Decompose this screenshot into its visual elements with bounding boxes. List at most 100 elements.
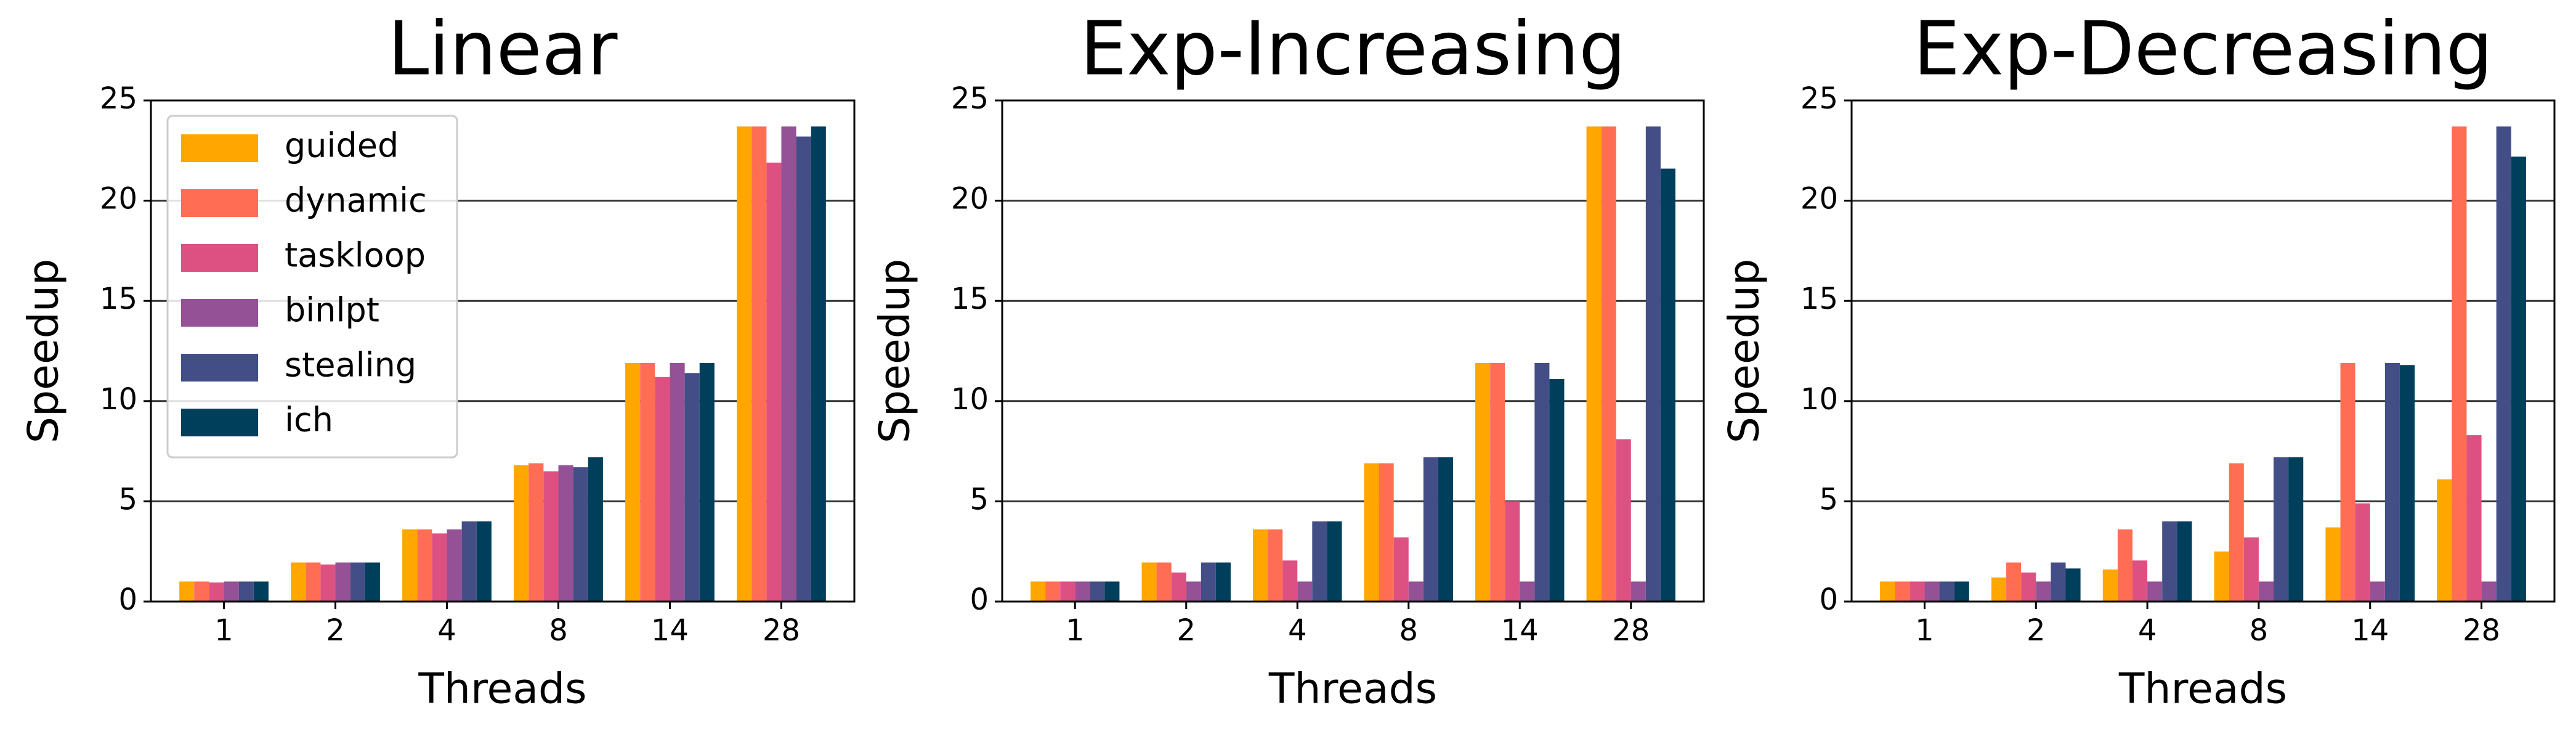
x-axis-label: Threads xyxy=(1268,665,1437,714)
bar xyxy=(640,363,655,602)
y-axis-label: Speedup xyxy=(20,259,68,443)
bar xyxy=(558,465,573,602)
chart-title: Exp-Increasing xyxy=(1080,7,1626,92)
bar xyxy=(1393,537,1409,602)
bar xyxy=(1880,581,1895,602)
x-tick-label: 8 xyxy=(549,613,568,648)
y-tick-label: 25 xyxy=(1800,81,1838,116)
bar xyxy=(1282,560,1298,602)
bar xyxy=(1534,363,1550,602)
bar xyxy=(461,521,477,602)
y-axis-label: Speedup xyxy=(871,259,920,443)
bar xyxy=(1408,581,1424,602)
bar xyxy=(2177,521,2192,602)
bar xyxy=(1490,363,1505,602)
x-tick-label: 4 xyxy=(437,613,456,648)
bar xyxy=(781,126,796,602)
x-tick-label: 1 xyxy=(1066,613,1085,648)
bar xyxy=(365,562,380,602)
bar xyxy=(737,126,752,602)
bar xyxy=(766,162,782,602)
legend-label: binlpt xyxy=(285,291,379,330)
y-tick-label: 25 xyxy=(100,81,137,116)
bar xyxy=(811,126,826,602)
y-axis-label: Speedup xyxy=(1720,259,1769,443)
y-tick-label: 0 xyxy=(118,582,137,617)
bar xyxy=(1141,562,1157,602)
bar xyxy=(625,363,641,602)
bar xyxy=(1297,581,1313,602)
bar xyxy=(1423,457,1438,602)
bar xyxy=(253,581,269,602)
y-tick-label: 5 xyxy=(1819,482,1838,516)
x-tick-label: 28 xyxy=(2463,613,2500,648)
bar xyxy=(1031,581,1046,602)
bar xyxy=(238,581,254,602)
bar xyxy=(2274,457,2289,602)
y-tick-label: 0 xyxy=(1819,582,1838,617)
bar xyxy=(1156,562,1172,602)
y-tick-label: 5 xyxy=(118,482,137,516)
bar xyxy=(2117,529,2132,602)
bar xyxy=(209,582,224,602)
legend-label: guided xyxy=(285,126,399,165)
x-tick-label: 4 xyxy=(1288,613,1307,648)
bar xyxy=(1954,581,1969,602)
bar xyxy=(1586,126,1602,602)
bar xyxy=(1549,379,1565,602)
y-tick-label: 20 xyxy=(951,182,989,216)
bar xyxy=(588,457,603,602)
bar xyxy=(447,529,462,602)
bar xyxy=(2021,572,2036,602)
x-tick-label: 8 xyxy=(2250,613,2269,648)
bar xyxy=(1186,581,1201,602)
bar xyxy=(2258,581,2274,602)
x-axis-label: Threads xyxy=(2118,665,2287,714)
plot-frame xyxy=(150,99,856,603)
bar xyxy=(1327,521,1342,602)
plot-frame xyxy=(1001,99,1705,603)
legend-swatch xyxy=(181,409,258,436)
bar xyxy=(1215,562,1231,602)
y-tick-label: 15 xyxy=(100,282,137,316)
x-tick-label: 2 xyxy=(326,613,345,648)
chart-title: Exp-Decreasing xyxy=(1913,7,2493,92)
bar xyxy=(684,373,700,602)
x-tick-label: 14 xyxy=(2351,613,2389,648)
bar xyxy=(1253,529,1268,602)
bar xyxy=(179,581,195,602)
bar xyxy=(2102,569,2118,602)
x-tick-label: 2 xyxy=(1177,613,1196,648)
bar xyxy=(1991,577,2007,602)
x-axis-label: Threads xyxy=(418,665,586,714)
bar xyxy=(2006,562,2022,602)
x-tick-label: 8 xyxy=(1399,613,1418,648)
bar xyxy=(2325,527,2341,602)
bar xyxy=(2214,551,2229,602)
bar xyxy=(194,581,209,602)
legend-label: stealing xyxy=(285,346,416,385)
bar xyxy=(350,562,365,602)
legend-swatch xyxy=(181,354,258,382)
bar xyxy=(2384,363,2400,602)
bar xyxy=(2340,363,2355,602)
x-tick-label: 1 xyxy=(214,613,233,648)
bar xyxy=(1520,581,1535,602)
y-tick-label: 10 xyxy=(1800,382,1838,417)
bar xyxy=(2065,568,2081,602)
bar xyxy=(1104,581,1120,602)
bar xyxy=(1924,581,1940,602)
bar xyxy=(1630,581,1646,602)
legend-label: dynamic xyxy=(285,181,427,220)
bar xyxy=(1910,581,1925,602)
bar xyxy=(1475,363,1491,602)
bar xyxy=(655,377,670,602)
y-tick-label: 0 xyxy=(970,582,989,617)
bar xyxy=(2147,581,2163,602)
bar xyxy=(1045,581,1061,602)
bar xyxy=(2452,126,2467,602)
bar xyxy=(573,467,588,602)
bar xyxy=(1364,463,1379,602)
y-tick-label: 25 xyxy=(951,81,989,116)
